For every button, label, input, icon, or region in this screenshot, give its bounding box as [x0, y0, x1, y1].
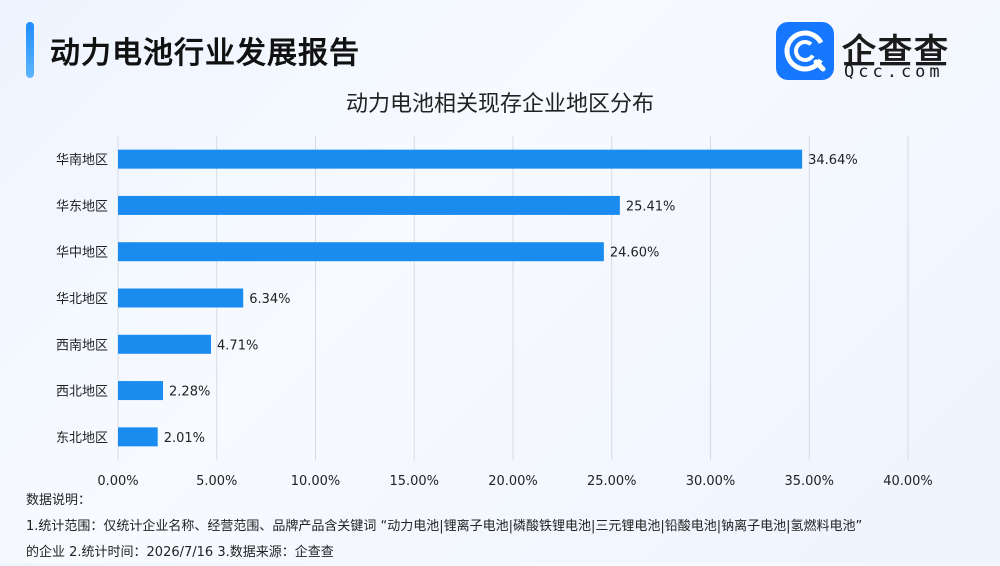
x-tick-label: 10.00%: [291, 474, 341, 489]
data-labels: 34.64% 25.41% 24.60% 6.34% 4.71% 2.28% 2.01%: [164, 153, 858, 446]
bar: [118, 334, 212, 354]
bar: [118, 195, 620, 215]
bar: [118, 427, 158, 447]
category-label: 华北地区: [56, 292, 108, 307]
x-tick-label: 25.00%: [587, 474, 637, 489]
chart-title: 动力电池相关现存企业地区分布: [345, 92, 654, 117]
x-tick-label: 40.00%: [883, 474, 933, 489]
qcc-logo-icon: [776, 22, 834, 80]
bar: [118, 288, 244, 308]
notes-heading: 数据说明：: [26, 493, 92, 508]
data-label: 34.64%: [808, 153, 858, 168]
notes-scope: 1.统计范围：仅统计企业名称、经营范围、品牌产品含关键词 “动力电池|锂离子电池…: [26, 519, 863, 534]
data-notes: 数据说明： 1.统计范围：仅统计企业名称、经营范围、品牌产品含关键词 “动力电池…: [26, 488, 976, 566]
bar: [118, 149, 803, 169]
bar-series: [118, 149, 803, 447]
category-label: 西南地区: [56, 337, 108, 353]
x-tick-label: 30.00%: [686, 474, 736, 489]
notes-time-source: 的企业 2.统计时间：2026/7/16 3.数据来源：企查查: [26, 545, 334, 560]
bar: [118, 242, 604, 262]
data-label: 4.71%: [217, 338, 258, 353]
logo-domain: Qcc.com: [844, 62, 944, 82]
data-label: 25.41%: [626, 199, 676, 214]
page-title: 动力电池行业发展报告: [50, 36, 360, 71]
category-label: 华南地区: [56, 152, 108, 168]
x-tick-label: 5.00%: [196, 474, 237, 489]
x-axis: 0.00% 5.00% 10.00% 15.00% 20.00% 25.00% 30.00%…: [97, 474, 932, 489]
category-label: 华中地区: [56, 246, 108, 261]
x-tick-label: 35.00%: [784, 474, 834, 489]
qcc-logo: 企查查 Qcc.com: [776, 22, 966, 82]
logo-name: 企查查: [842, 32, 950, 72]
category-label: 西北地区: [56, 385, 108, 400]
x-tick-label: 0.00%: [97, 474, 138, 489]
data-label: 2.01%: [164, 431, 205, 446]
data-label: 24.60%: [610, 246, 660, 261]
data-label: 6.34%: [249, 292, 290, 307]
category-label: 东北地区: [56, 431, 108, 446]
data-label: 2.28%: [169, 385, 210, 400]
title-accent-bar: [26, 22, 34, 78]
x-tick-label: 20.00%: [488, 474, 538, 489]
bar: [118, 381, 164, 401]
category-label: 华东地区: [56, 199, 108, 214]
x-tick-label: 15.00%: [389, 474, 439, 489]
